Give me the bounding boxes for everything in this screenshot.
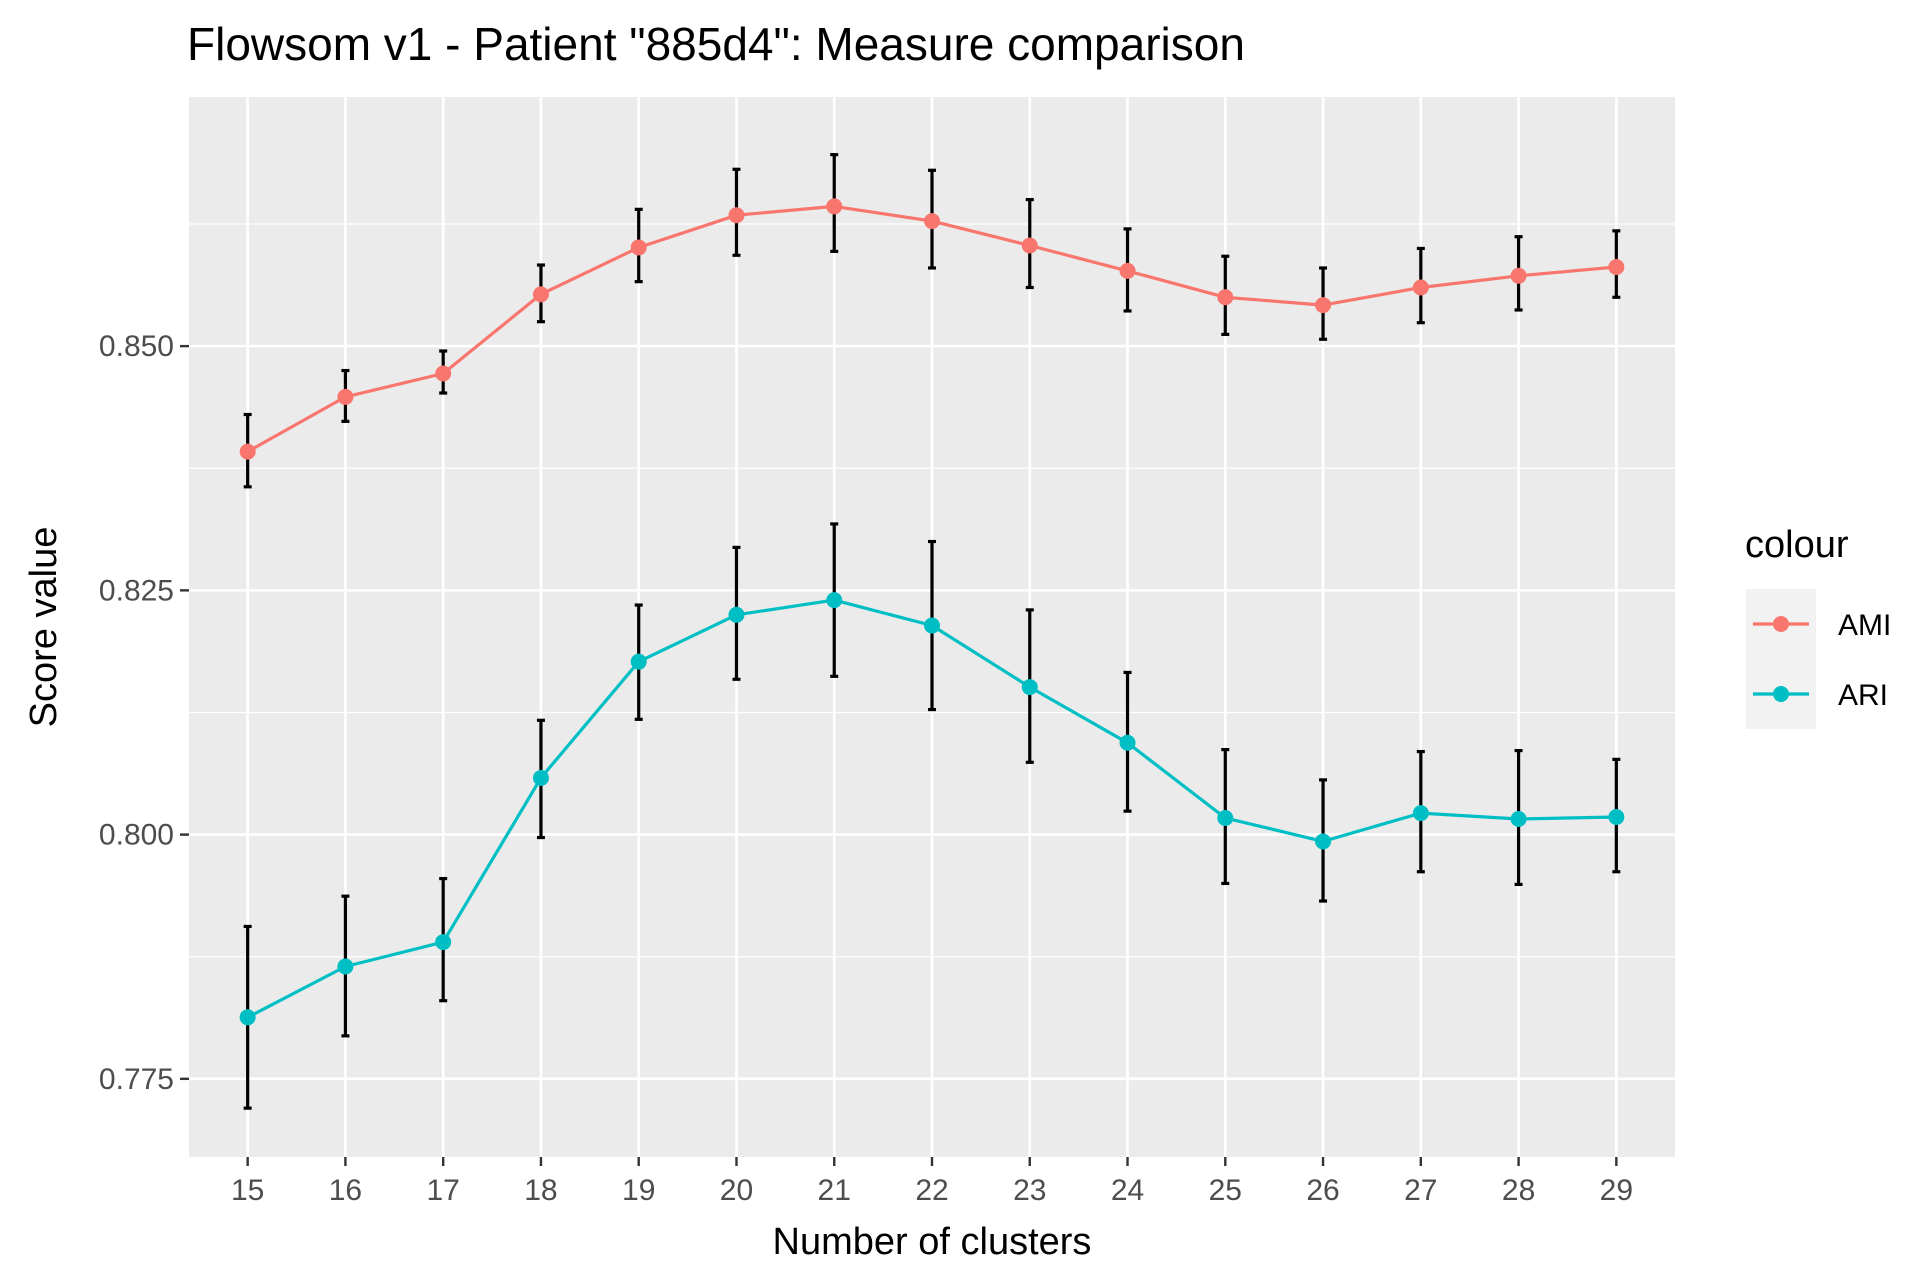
data-point-ari xyxy=(826,592,843,609)
data-point-ami xyxy=(1510,267,1527,284)
y-tick-label: 0.800 xyxy=(99,819,174,852)
legend-key-point xyxy=(1773,686,1789,702)
data-point-ami xyxy=(1119,262,1136,279)
legend: colour AMI ARI xyxy=(1745,524,1891,729)
legend-keys: AMI ARI xyxy=(1746,589,1891,729)
chart-title: Flowsom v1 - Patient "885d4": Measure co… xyxy=(187,18,1245,70)
x-tick-label: 15 xyxy=(231,1174,264,1207)
data-point-ari xyxy=(239,1009,256,1026)
data-point-ari xyxy=(1119,734,1136,751)
data-point-ami xyxy=(337,388,354,405)
data-point-ami xyxy=(630,239,647,256)
x-tick-label: 28 xyxy=(1502,1174,1535,1207)
legend-item-ami: AMI xyxy=(1746,589,1891,659)
x-tick-label: 20 xyxy=(720,1174,753,1207)
data-point-ari xyxy=(337,958,354,975)
legend-key-point xyxy=(1773,616,1789,632)
x-tick-label: 23 xyxy=(1013,1174,1046,1207)
y-tick-label: 0.825 xyxy=(99,574,174,607)
data-point-ari xyxy=(532,769,549,786)
data-point-ari xyxy=(630,653,647,670)
legend-label-ari: ARI xyxy=(1838,679,1888,712)
data-point-ari xyxy=(1608,809,1625,826)
x-tick-label: 19 xyxy=(622,1174,655,1207)
y-tick-label: 0.850 xyxy=(99,330,174,363)
x-tick-label: 18 xyxy=(524,1174,557,1207)
y-axis: 0.775 0.800 0.825 0.850 xyxy=(99,330,189,1096)
data-point-ami xyxy=(435,365,452,382)
y-axis-title: Score value xyxy=(23,527,65,728)
data-point-ari xyxy=(1217,809,1234,826)
data-point-ari xyxy=(435,934,452,951)
x-tick-label: 22 xyxy=(915,1174,948,1207)
data-point-ari xyxy=(728,606,745,623)
x-tick-label: 16 xyxy=(329,1174,362,1207)
data-point-ami xyxy=(1021,237,1038,254)
data-point-ari xyxy=(924,617,940,634)
data-point-ami xyxy=(1217,289,1234,306)
data-point-ami xyxy=(924,213,940,230)
data-point-ari xyxy=(1315,833,1332,850)
y-tick-label: 0.775 xyxy=(99,1063,174,1096)
data-point-ari xyxy=(1510,810,1527,827)
x-tick-label: 26 xyxy=(1306,1174,1339,1207)
data-point-ari xyxy=(1412,805,1429,822)
x-tick-label: 17 xyxy=(426,1174,459,1207)
legend-title: colour xyxy=(1745,524,1849,566)
x-tick-label: 21 xyxy=(818,1174,851,1207)
x-tick-label: 29 xyxy=(1600,1174,1633,1207)
series-points xyxy=(239,198,1625,1026)
data-point-ami xyxy=(826,198,843,215)
data-point-ami xyxy=(1412,279,1429,296)
data-point-ami xyxy=(1608,258,1625,275)
x-tick-label: 25 xyxy=(1209,1174,1242,1207)
data-point-ami xyxy=(239,443,256,460)
legend-item-ari: ARI xyxy=(1746,659,1888,729)
data-point-ami xyxy=(728,207,745,224)
data-point-ami xyxy=(1315,297,1332,314)
x-tick-label: 27 xyxy=(1404,1174,1437,1207)
x-axis: 15 16 17 18 19 20 21 22 23 24 25 26 27 28 29 xyxy=(231,1157,1633,1207)
legend-label-ami: AMI xyxy=(1838,609,1891,642)
data-point-ami xyxy=(532,286,549,303)
data-point-ari xyxy=(1021,679,1038,696)
x-axis-title: Number of clusters xyxy=(773,1221,1092,1263)
x-tick-label: 24 xyxy=(1111,1174,1144,1207)
